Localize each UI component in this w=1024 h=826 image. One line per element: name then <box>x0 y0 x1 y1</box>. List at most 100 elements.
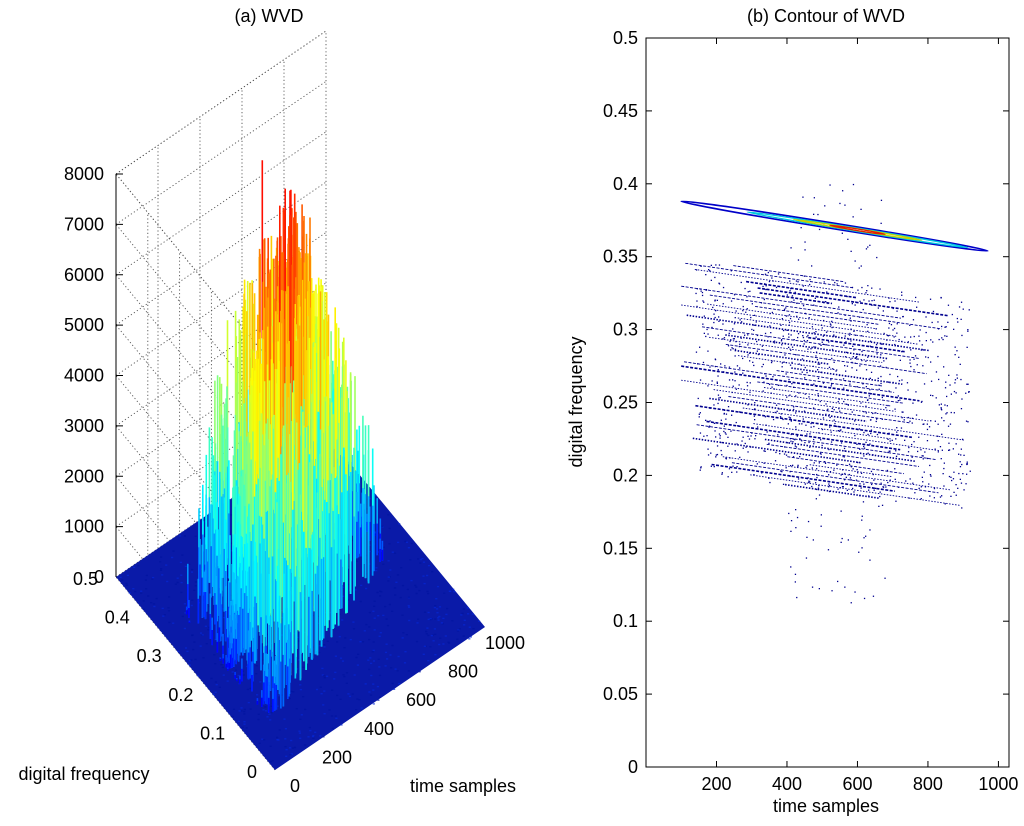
contour-dot <box>839 410 841 412</box>
contour-dot <box>865 369 868 371</box>
surface-base-texture <box>312 734 315 737</box>
contour-dot <box>711 380 713 382</box>
contour-dot <box>876 353 878 355</box>
contour-dot <box>705 335 707 338</box>
surface-base-texture <box>356 664 359 666</box>
contour-dot <box>716 299 718 301</box>
contour-band-line <box>681 285 902 319</box>
contour-dot <box>714 430 716 432</box>
contour-dot <box>956 374 958 376</box>
contour-dot <box>796 302 798 304</box>
contour-dot <box>746 381 748 384</box>
contour-dot <box>857 472 859 474</box>
contour-x-tick-label: 600 <box>842 774 872 794</box>
contour-dot <box>829 426 831 428</box>
surface-base-texture <box>237 674 240 677</box>
contour-dot <box>876 349 878 351</box>
contour-dot <box>837 580 839 583</box>
contour-dot <box>865 292 867 294</box>
surface-base-texture <box>355 560 358 562</box>
contour-dot <box>833 361 835 363</box>
surface-base-texture <box>393 688 396 690</box>
contour-dot <box>846 295 848 298</box>
contour-dot <box>950 411 952 414</box>
contour-dot <box>829 416 831 419</box>
surface-base-texture <box>335 717 338 719</box>
contour-dot <box>952 478 955 480</box>
contour-dot <box>798 363 800 365</box>
contour-dot <box>833 334 835 336</box>
contour-dot <box>840 510 842 512</box>
contour-dot <box>793 408 795 411</box>
contour-dot <box>938 404 940 406</box>
contour-dot <box>869 377 871 379</box>
contour-dot <box>873 299 875 301</box>
surface-base-texture <box>357 653 360 655</box>
contour-dot <box>953 471 955 473</box>
surface-base-texture <box>415 586 418 588</box>
surface-base-texture <box>292 691 295 693</box>
surface-base-texture <box>478 620 481 622</box>
contour-dot <box>948 449 950 451</box>
surface-base-texture <box>353 674 356 676</box>
contour-dot <box>904 336 906 338</box>
contour-dot <box>721 472 723 474</box>
contour-band-line <box>709 397 867 423</box>
contour-dot <box>827 549 830 551</box>
contour-dot <box>848 338 850 340</box>
surface-base-texture <box>380 591 383 593</box>
contour-dot <box>816 468 818 470</box>
surface-base-texture <box>471 613 474 615</box>
contour-dot <box>720 449 722 452</box>
contour-dot <box>860 208 862 210</box>
contour-dot <box>894 478 896 480</box>
surface-base-texture <box>262 709 265 711</box>
surface-base-texture <box>347 693 350 695</box>
contour-dot <box>762 363 764 366</box>
surface-base-texture <box>376 591 379 594</box>
contour-dot <box>921 400 923 403</box>
contour-dot <box>875 328 877 330</box>
surface-base-texture <box>190 659 193 661</box>
contour-dot <box>881 396 883 399</box>
contour-dot <box>854 591 856 593</box>
surface-base-texture <box>382 546 385 548</box>
surface-base-texture <box>337 625 340 627</box>
contour-dot <box>806 336 808 338</box>
contour-dot <box>850 328 852 330</box>
contour-dot <box>695 269 698 271</box>
contour-dot <box>961 334 963 337</box>
contour-dot <box>826 291 828 293</box>
surface-base-texture <box>391 644 394 647</box>
surface-base-texture <box>389 569 392 571</box>
surface-base-texture <box>401 614 404 616</box>
contour-dot <box>961 463 963 466</box>
z-tick-label: 0 <box>94 567 104 587</box>
contour-dot <box>749 290 751 292</box>
contour-dot <box>826 409 828 411</box>
contour-dot <box>846 365 849 367</box>
contour-dot <box>889 301 891 303</box>
contour-dot <box>722 338 724 340</box>
contour-dot <box>725 413 728 415</box>
contour-dot <box>755 321 757 323</box>
surface-base-texture <box>155 597 158 600</box>
gridline-back-wall-horizontal <box>115 131 327 276</box>
surface-base-texture <box>457 629 460 631</box>
contour-dot <box>915 414 918 416</box>
contour-dot <box>910 349 912 351</box>
surface-base-texture <box>168 596 171 598</box>
contour-dot <box>821 341 823 343</box>
surface-base-texture <box>462 608 465 610</box>
contour-dot <box>815 355 817 357</box>
contour-band-line <box>683 361 895 393</box>
surface-base-texture <box>231 715 234 718</box>
contour-dot <box>960 454 962 456</box>
contour-dot <box>701 291 704 294</box>
surface-base-texture <box>385 643 388 645</box>
contour-dot <box>713 404 715 406</box>
contour-dot <box>883 332 885 335</box>
time-tick-label: 1000 <box>485 633 525 653</box>
contour-dot <box>834 422 836 425</box>
surface-base-texture <box>328 709 331 711</box>
